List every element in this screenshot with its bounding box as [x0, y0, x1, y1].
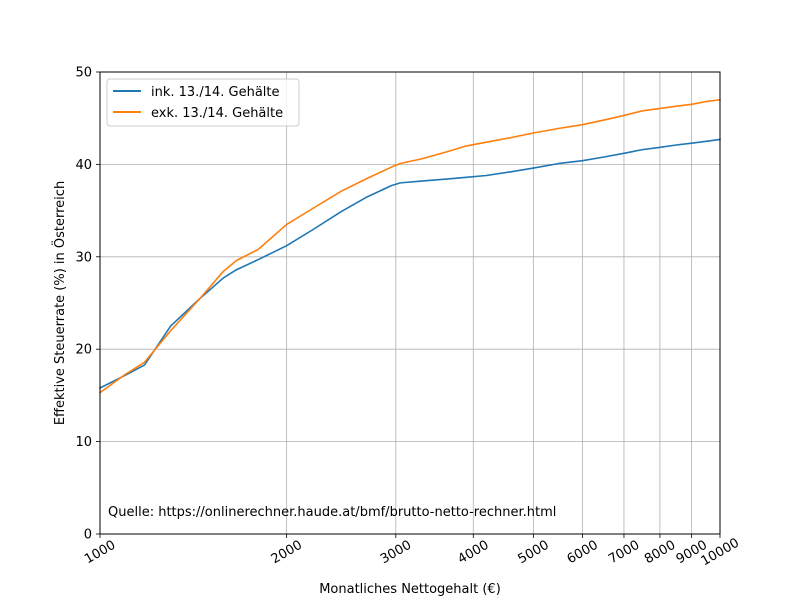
- y-tick-label: 30: [75, 250, 92, 265]
- grid-lines: [99, 71, 721, 535]
- y-tick-label: 20: [75, 343, 92, 358]
- series-lines: [98, 98, 721, 394]
- series-line-0: [98, 138, 721, 390]
- series-line-1: [98, 98, 721, 394]
- legend-label-exk: exk. 13./14. Gehälte: [151, 106, 283, 121]
- axis-ticks: 1000 2000 3000 4000 5000 6000 7000 800090001000…: [75, 66, 741, 570]
- x-tick-label: 10000: [699, 536, 742, 570]
- x-tick-label: 7000: [606, 538, 642, 568]
- plot-frame: [99, 71, 721, 535]
- source-annotation: Quelle: https://onlinerechner.haude.at/b…: [108, 505, 556, 520]
- y-tick-label: 10: [75, 435, 92, 450]
- x-tick-label: 2000: [269, 538, 305, 568]
- x-tick-label: 8000: [642, 538, 678, 568]
- legend-label-ink: ink. 13./14. Gehälte: [151, 85, 280, 100]
- y-tick-label: 40: [75, 158, 92, 173]
- x-tick-label: 6000: [565, 538, 601, 568]
- x-axis-label: Monatliches Nettogehalt (€): [319, 582, 501, 597]
- legend: ink. 13./14. Gehälte exk. 13./14. Gehält…: [106, 78, 300, 127]
- x-tick-label: 4000: [455, 538, 491, 568]
- legend-box: [106, 78, 300, 127]
- y-tick-label: 0: [84, 528, 92, 543]
- x-tick-label: 3000: [378, 538, 414, 568]
- x-tick-label: 5000: [516, 538, 552, 568]
- y-axis-label: Effektive Steuerrate (%) in Österreich: [51, 181, 68, 425]
- y-tick-label: 50: [75, 66, 92, 81]
